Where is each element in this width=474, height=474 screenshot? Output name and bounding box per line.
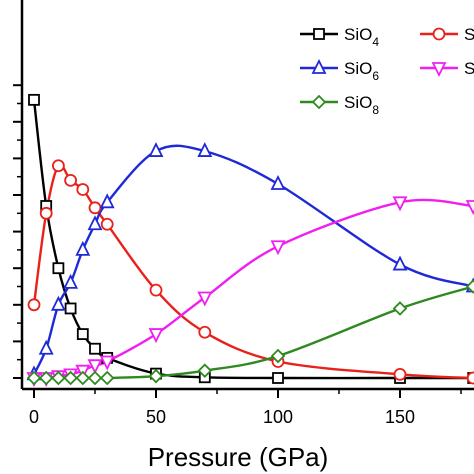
legend-label-base: SiO	[344, 25, 372, 44]
data-point-triangle-up-marker	[38, 339, 54, 355]
legend-entry: SiO8	[300, 93, 379, 117]
x-tick-label: 150	[385, 407, 415, 427]
data-point-triangle-down-marker	[392, 196, 408, 212]
data-point-square-marker	[89, 342, 101, 355]
tick-marks	[13, 84, 462, 398]
legend-entry: SiO6	[300, 58, 379, 83]
legend-label: SiO7	[464, 59, 474, 83]
legend-triangle-down-marker	[431, 62, 447, 78]
data-point-triangle-down-marker	[148, 328, 164, 344]
data-point-square-marker	[52, 262, 65, 275]
x-tick-label: 0	[29, 407, 39, 427]
legend-label: SiO6	[344, 59, 379, 83]
data-point-circle-marker	[466, 371, 474, 385]
series-markers	[26, 93, 474, 388]
data-point-diamond-marker	[465, 279, 474, 294]
data-point-diamond-marker	[63, 370, 78, 386]
series-curves	[32, 99, 474, 380]
legend-entry: SiO7	[420, 59, 474, 83]
data-point-circle-marker	[64, 173, 77, 187]
x-tick-label: 100	[263, 407, 293, 427]
data-point-triangle-down-marker	[99, 355, 115, 371]
data-point-circle-marker	[27, 298, 41, 312]
data-point-triangle-up-marker	[50, 295, 66, 311]
legend-label: SiO4	[344, 25, 379, 49]
legend-label-subscript: 4	[372, 35, 379, 49]
data-point-square-marker	[64, 302, 77, 315]
axes	[20, 0, 474, 391]
data-point-triangle-up-marker	[148, 142, 164, 157]
legend-circle-marker	[432, 27, 446, 41]
data-point-diamond-marker	[148, 368, 164, 384]
legend-diamond-marker	[311, 94, 327, 110]
data-point-square-marker	[28, 93, 40, 106]
x-axis-title: Pressure (GPa)	[148, 442, 329, 472]
legend-entry: SiO5	[420, 25, 474, 49]
data-point-triangle-up-marker	[63, 273, 79, 289]
legend-label-base: SiO	[464, 59, 474, 78]
legend-label-base: SiO	[344, 59, 372, 78]
data-point-diamond-marker	[99, 370, 115, 386]
data-point-triangle-down-marker	[197, 291, 213, 307]
data-point-triangle-up-marker	[270, 175, 286, 190]
data-point-triangle-down-marker	[465, 200, 474, 215]
legend-label-subscript: 8	[372, 103, 379, 117]
legend-triangle-up-marker	[311, 58, 327, 74]
legend: SiO4SiO5SiO6SiO7SiO8	[300, 25, 474, 117]
data-point-triangle-down-marker	[270, 240, 286, 256]
data-point-circle-marker	[52, 159, 65, 173]
data-point-triangle-down-marker	[87, 359, 103, 375]
tick-labels: 0 50 100 150	[29, 407, 415, 427]
legend-label-base: SiO	[344, 93, 372, 112]
data-point-square-marker	[76, 328, 89, 340]
data-point-diamond-marker	[87, 370, 103, 386]
data-point-triangle-up-marker	[87, 215, 103, 231]
legend-label: SiO8	[344, 93, 379, 117]
data-point-circle-marker	[393, 367, 407, 381]
data-point-circle-marker	[198, 325, 212, 339]
data-point-diamond-marker	[270, 348, 286, 364]
data-point-circle-marker	[76, 183, 90, 196]
data-point-triangle-up-marker	[75, 240, 91, 256]
data-point-diamond-marker	[51, 370, 66, 386]
data-point-circle-marker	[149, 283, 163, 297]
data-point-diamond-marker	[26, 370, 42, 386]
legend-entry: SiO4	[300, 25, 379, 49]
x-tick-label: 50	[146, 407, 166, 427]
legend-label-subscript: 6	[372, 69, 379, 83]
legend-label: SiO5	[464, 25, 474, 49]
data-point-diamond-marker	[392, 301, 408, 316]
data-point-circle-marker	[100, 217, 114, 231]
data-point-triangle-up-marker	[392, 255, 408, 271]
data-point-diamond-marker	[75, 370, 91, 386]
data-point-circle-marker	[39, 206, 53, 220]
data-point-triangle-up-marker	[99, 193, 115, 209]
data-point-square-marker	[272, 372, 284, 384]
legend-label-base: SiO	[464, 25, 474, 44]
data-point-diamond-marker	[197, 363, 213, 378]
data-point-diamond-marker	[38, 370, 54, 386]
data-point-triangle-up-marker	[197, 142, 213, 157]
data-point-circle-marker	[88, 201, 102, 215]
legend-square-marker	[313, 28, 325, 40]
series-line-sio4	[32, 99, 474, 380]
